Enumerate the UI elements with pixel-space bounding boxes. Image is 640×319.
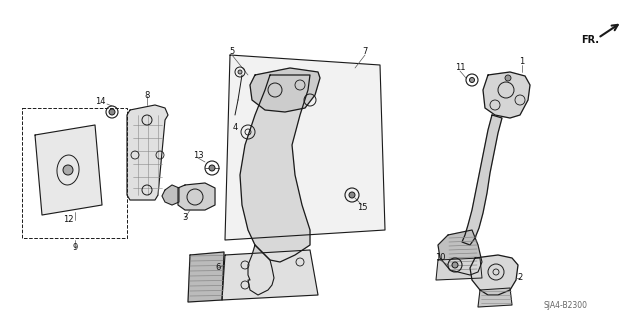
Polygon shape bbox=[483, 72, 530, 118]
Ellipse shape bbox=[452, 262, 458, 268]
Ellipse shape bbox=[209, 165, 215, 171]
Polygon shape bbox=[225, 55, 385, 240]
Polygon shape bbox=[250, 68, 320, 112]
Text: 2: 2 bbox=[517, 273, 523, 283]
Text: 3: 3 bbox=[182, 213, 188, 222]
Ellipse shape bbox=[349, 192, 355, 198]
Text: 7: 7 bbox=[362, 48, 368, 56]
Ellipse shape bbox=[238, 70, 242, 74]
Polygon shape bbox=[436, 258, 482, 280]
Text: 9: 9 bbox=[72, 243, 77, 253]
Text: 15: 15 bbox=[356, 204, 367, 212]
Text: 14: 14 bbox=[95, 98, 105, 107]
Text: 4: 4 bbox=[232, 123, 237, 132]
Bar bbox=[22, 108, 127, 238]
Text: FR.: FR. bbox=[581, 35, 599, 45]
Text: 6: 6 bbox=[215, 263, 221, 272]
Polygon shape bbox=[188, 252, 224, 302]
Polygon shape bbox=[162, 185, 179, 205]
Polygon shape bbox=[470, 255, 518, 295]
Text: 12: 12 bbox=[63, 216, 73, 225]
Ellipse shape bbox=[109, 109, 115, 115]
Text: 11: 11 bbox=[455, 63, 465, 72]
Polygon shape bbox=[248, 245, 274, 295]
Text: SJA4-B2300: SJA4-B2300 bbox=[543, 300, 587, 309]
Polygon shape bbox=[438, 230, 482, 275]
Polygon shape bbox=[462, 115, 502, 245]
Polygon shape bbox=[35, 125, 102, 215]
Polygon shape bbox=[240, 75, 310, 262]
Polygon shape bbox=[222, 250, 318, 300]
Polygon shape bbox=[478, 288, 512, 307]
Text: 8: 8 bbox=[144, 92, 150, 100]
Text: 13: 13 bbox=[193, 151, 204, 160]
Ellipse shape bbox=[63, 165, 73, 175]
Text: 10: 10 bbox=[435, 254, 445, 263]
Ellipse shape bbox=[470, 78, 474, 83]
Text: 5: 5 bbox=[229, 48, 235, 56]
Polygon shape bbox=[127, 105, 168, 200]
Polygon shape bbox=[178, 183, 215, 210]
Text: 1: 1 bbox=[520, 57, 525, 66]
Ellipse shape bbox=[505, 75, 511, 81]
